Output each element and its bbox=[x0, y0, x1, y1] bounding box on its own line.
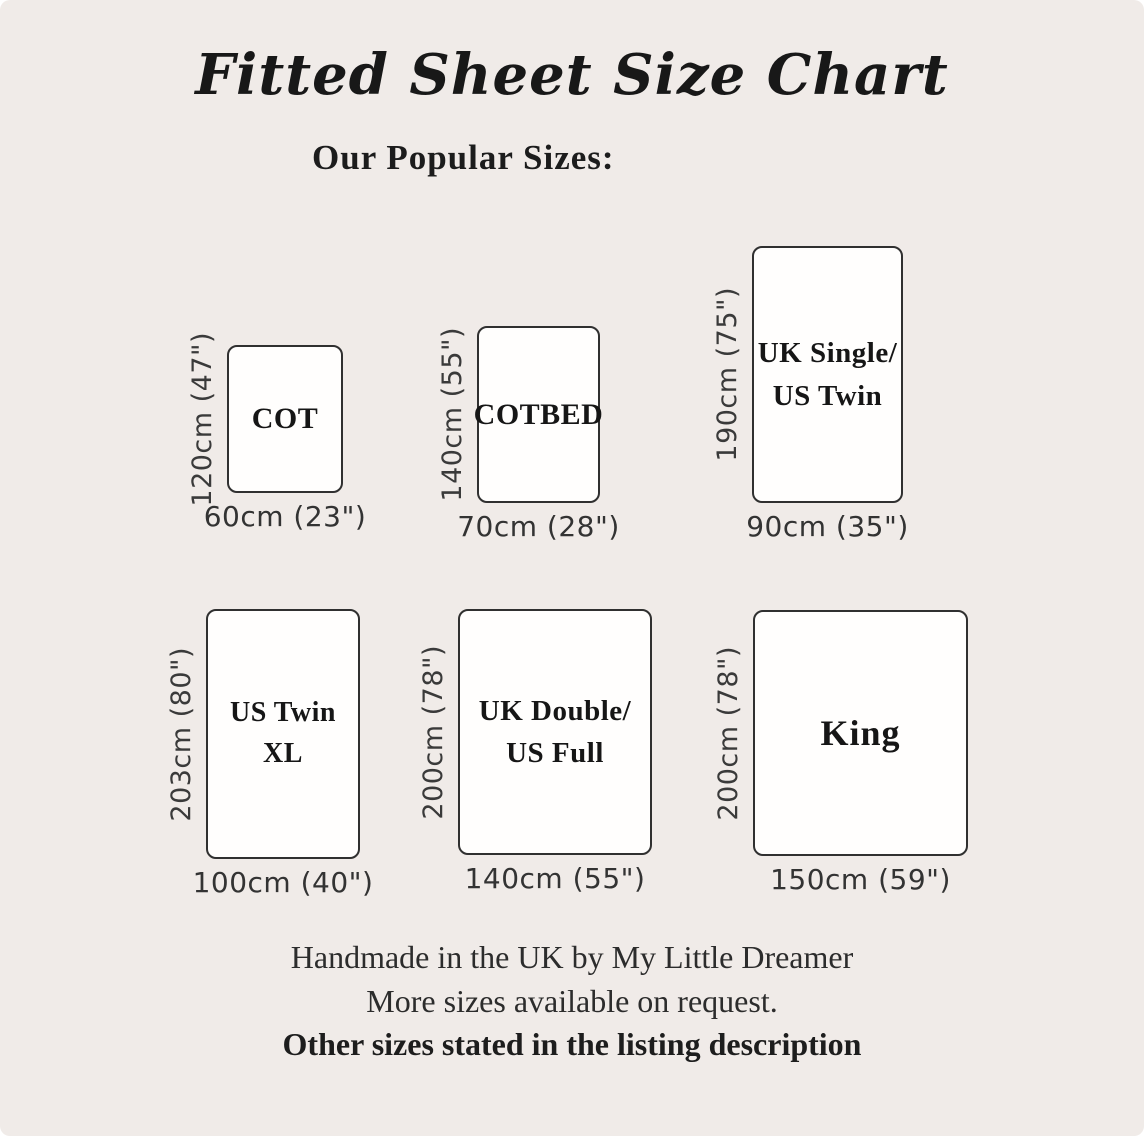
size-name-line2: US Full bbox=[506, 737, 604, 769]
footer-notes: Handmade in the UK by My Little Dreamer … bbox=[0, 936, 1144, 1067]
size-name: COTBED bbox=[473, 397, 604, 431]
size-name: US Twin XL bbox=[230, 697, 336, 769]
size-name: UK Single/ bbox=[757, 337, 898, 370]
size-card-uk-double-us-full: 200cm (78") UK Double/ US Full 140cm (55… bbox=[418, 609, 652, 895]
height-dimension-label: 120cm (47") bbox=[187, 331, 218, 507]
page-subtitle: Our Popular Sizes: bbox=[312, 138, 615, 177]
sheet-rectangle: COTBED bbox=[474, 326, 603, 503]
size-card-king: 200cm (78") King 150cm (59") bbox=[713, 610, 968, 896]
sheet-rectangle: King bbox=[753, 610, 968, 856]
size-name: King bbox=[820, 712, 901, 753]
sheet-rectangle: UK Double/ US Full bbox=[458, 609, 652, 855]
width-dimension-label: 60cm (23") bbox=[203, 500, 367, 533]
size-card-cot: 120cm (47") COT 60cm (23") bbox=[187, 332, 366, 533]
footer-line-handmade: Handmade in the UK by My Little Dreamer bbox=[290, 939, 854, 975]
size-name: UK Double/ bbox=[478, 694, 632, 727]
width-dimension-label: 150cm (59") bbox=[770, 863, 951, 896]
sheet-rectangle: US Twin XL bbox=[206, 609, 360, 859]
size-card-us-twin-xl: 203cm (80") US Twin XL 100cm (40") bbox=[166, 609, 373, 899]
footer-line-other-sizes: Other sizes stated in the listing descri… bbox=[282, 1026, 862, 1063]
size-name: COT bbox=[251, 402, 319, 436]
size-name-line2: US Twin bbox=[772, 379, 883, 412]
sheet-rectangle: COT bbox=[227, 345, 343, 493]
width-dimension-label: 100cm (40") bbox=[192, 866, 374, 899]
height-dimension-label: 200cm (78") bbox=[418, 644, 449, 820]
size-card-cotbed: 140cm (55") COTBED 70cm (28") bbox=[437, 326, 619, 543]
width-dimension-label: 70cm (28") bbox=[457, 510, 620, 543]
page-title: Fitted Sheet Size Chart bbox=[195, 42, 949, 108]
width-dimension-label: 140cm (55") bbox=[464, 862, 646, 895]
size-card-uk-single-us-twin: 190cm (75") UK Single/ US Twin 90cm (35"… bbox=[712, 246, 908, 543]
height-dimension-label: 190cm (75") bbox=[712, 287, 743, 462]
footer-line-more-sizes: More sizes available on request. bbox=[366, 982, 778, 1019]
width-dimension-label: 90cm (35") bbox=[746, 510, 909, 543]
height-dimension-label: 200cm (78") bbox=[713, 645, 744, 821]
sheet-rectangle: UK Single/ US Twin bbox=[752, 246, 903, 503]
height-dimension-label: 203cm (80") bbox=[166, 646, 197, 822]
height-dimension-label: 140cm (55") bbox=[437, 327, 468, 502]
